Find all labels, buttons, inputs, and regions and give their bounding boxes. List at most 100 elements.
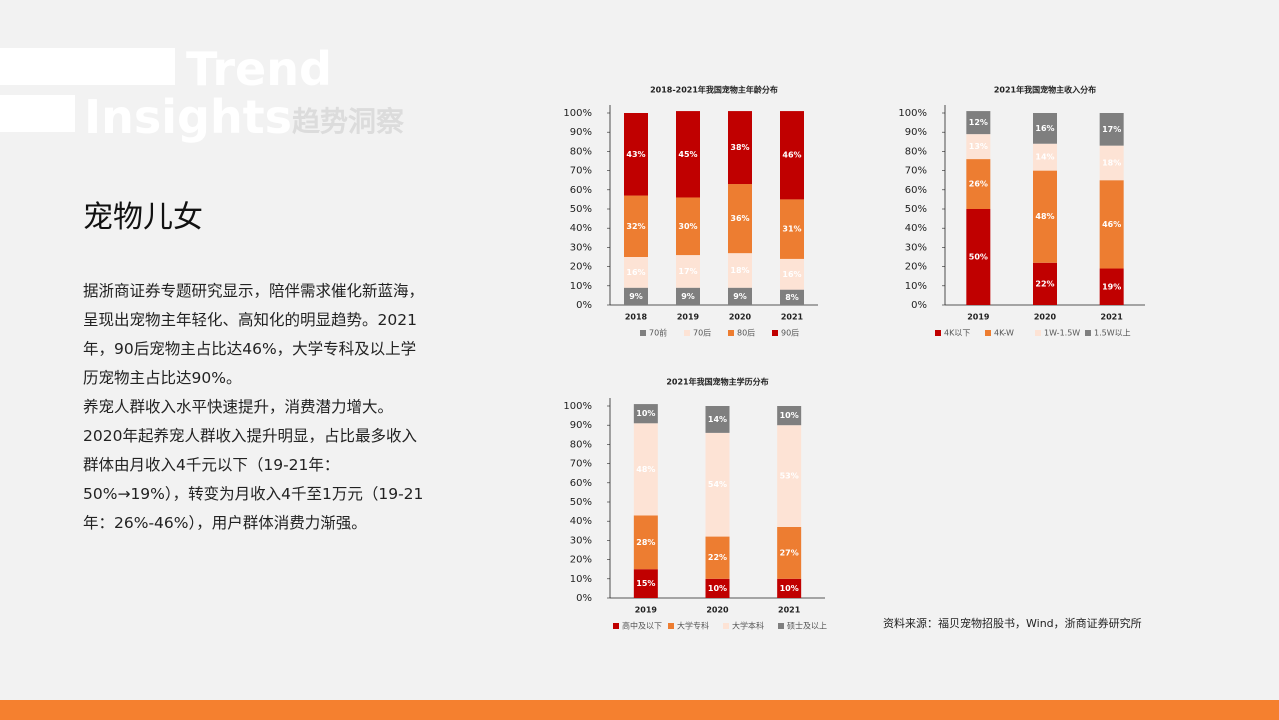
- data-label: 14%: [708, 415, 727, 424]
- legend-label: 80后: [737, 328, 755, 338]
- y-tick-label: 80%: [905, 146, 927, 157]
- y-tick-label: 30%: [905, 242, 927, 253]
- bar-segment: [676, 111, 700, 198]
- bar-segment: [966, 111, 991, 135]
- data-label: 36%: [730, 214, 749, 223]
- data-label: 26%: [969, 180, 988, 189]
- data-label: 54%: [708, 480, 727, 489]
- legend-swatch: [935, 330, 941, 336]
- bar-segment: [633, 423, 658, 516]
- data-label: 30%: [678, 222, 697, 231]
- x-tick-label: 2021: [781, 313, 804, 322]
- y-tick-label: 20%: [570, 555, 592, 566]
- data-label: 46%: [782, 151, 801, 160]
- data-label: 27%: [780, 548, 799, 557]
- data-label: 22%: [708, 553, 727, 562]
- legend-label: 70前: [649, 328, 667, 338]
- y-tick-label: 60%: [570, 478, 592, 489]
- paragraph: 据浙商证券专题研究显示，陪伴需求催化新蓝海，呈现出宠物主年轻化、高知化的明显趋势…: [83, 282, 425, 387]
- bar-segment: [966, 159, 991, 209]
- source-note: 资料来源：福贝宠物招股书，Wind，浙商证券研究所: [883, 617, 1142, 630]
- section-title: 宠物儿女: [83, 200, 203, 235]
- data-label: 53%: [780, 472, 799, 481]
- y-tick-label: 70%: [570, 166, 592, 177]
- bar-segment: [777, 578, 802, 598]
- bar-segment: [780, 258, 804, 290]
- legend-swatch: [772, 330, 778, 336]
- bar-segment: [633, 569, 658, 598]
- y-tick-label: 30%: [570, 242, 592, 253]
- data-label: 16%: [1035, 124, 1054, 133]
- y-tick-label: 90%: [570, 127, 592, 138]
- y-tick-label: 100%: [563, 108, 592, 119]
- header-en: Trend: [186, 42, 332, 96]
- data-label: 31%: [782, 225, 801, 234]
- bar-segment: [966, 209, 991, 305]
- bar-segment: [777, 526, 802, 579]
- y-tick-label: 10%: [570, 574, 592, 585]
- legend-label: 大学本科: [732, 621, 764, 631]
- legend-label: 90后: [781, 328, 799, 338]
- decor-bar: [0, 48, 175, 85]
- legend-label: 1.5W以上: [1094, 329, 1131, 338]
- bar-segment: [676, 287, 700, 305]
- body-text: 据浙商证券专题研究显示，陪伴需求催化新蓝海，呈现出宠物主年轻化、高知化的明显趋势…: [83, 277, 428, 538]
- footer-bar: [0, 700, 1279, 720]
- data-label: 19%: [1102, 282, 1121, 291]
- legend-swatch: [723, 623, 729, 629]
- data-label: 48%: [636, 465, 655, 474]
- x-tick-label: 2020: [1034, 313, 1057, 322]
- legend-label: 大学专科: [677, 621, 709, 631]
- y-tick-label: 50%: [570, 204, 592, 215]
- legend-swatch: [684, 330, 690, 336]
- data-label: 38%: [730, 143, 749, 152]
- bar-segment: [966, 134, 991, 160]
- data-label: 50%: [969, 253, 988, 262]
- bar-segment: [777, 425, 802, 527]
- data-label: 17%: [678, 267, 697, 276]
- bar-segment: [780, 111, 804, 200]
- bar-segment: [1033, 143, 1057, 171]
- y-tick-label: 50%: [570, 497, 592, 508]
- bar-segment: [780, 289, 804, 305]
- legend-label: 1W-1.5W: [1044, 329, 1080, 338]
- y-tick-label: 70%: [905, 166, 927, 177]
- bar-segment: [624, 195, 648, 257]
- chart-title: 2018-2021年我国宠物主年龄分布: [650, 85, 778, 95]
- legend-swatch: [1035, 330, 1041, 336]
- bar-segment: [624, 113, 648, 196]
- data-label: 10%: [708, 584, 727, 593]
- y-tick-label: 50%: [905, 204, 927, 215]
- data-label: 22%: [1035, 279, 1054, 288]
- y-tick-label: 40%: [570, 223, 592, 234]
- data-label: 17%: [1102, 125, 1121, 134]
- bar-segment: [1033, 262, 1057, 305]
- bar-segment: [705, 432, 730, 537]
- legend-label: 70后: [693, 328, 711, 338]
- x-tick-label: 2019: [677, 313, 700, 322]
- data-label: 8%: [785, 293, 799, 302]
- bar-segment: [777, 406, 802, 426]
- data-label: 12%: [969, 118, 988, 127]
- y-tick-label: 60%: [570, 185, 592, 196]
- y-tick-label: 10%: [905, 281, 927, 292]
- bar-segment: [780, 199, 804, 259]
- y-tick-label: 100%: [563, 401, 592, 412]
- y-tick-label: 20%: [570, 262, 592, 273]
- header-en: Insights: [84, 90, 293, 144]
- bar-segment: [1099, 113, 1124, 146]
- x-tick-label: 2019: [635, 606, 658, 615]
- legend-label: 硕士及以上: [787, 621, 827, 631]
- chart-title: 2021年我国宠物主学历分布: [666, 377, 768, 387]
- bar-segment: [705, 406, 730, 433]
- y-tick-label: 40%: [905, 223, 927, 234]
- x-tick-label: 2021: [778, 606, 801, 615]
- y-tick-label: 40%: [570, 516, 592, 527]
- legend-swatch: [640, 330, 646, 336]
- legend-swatch: [778, 623, 784, 629]
- bar-segment: [1099, 180, 1124, 269]
- legend-swatch: [668, 623, 674, 629]
- legend-label: 4K-W: [994, 329, 1014, 338]
- legend-swatch: [985, 330, 991, 336]
